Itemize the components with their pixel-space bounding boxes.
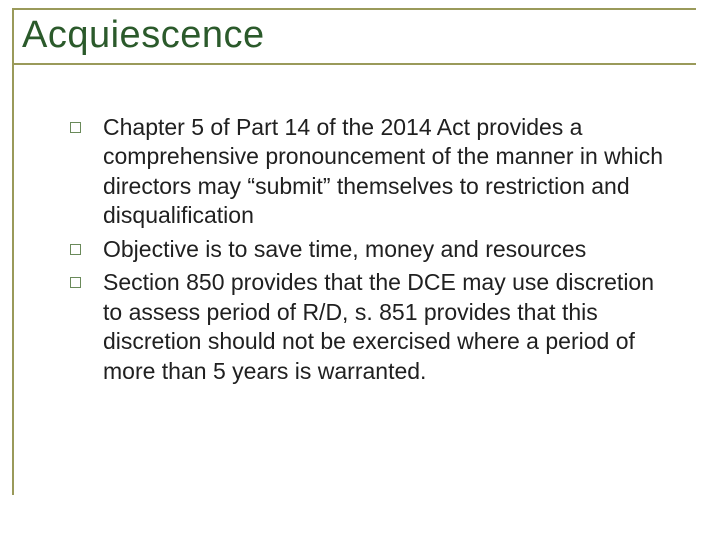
content-area: Chapter 5 of Part 14 of the 2014 Act pro…	[0, 65, 720, 386]
bullet-text: Chapter 5 of Part 14 of the 2014 Act pro…	[103, 113, 670, 231]
slide-title: Acquiescence	[22, 14, 720, 57]
bullet-text: Objective is to save time, money and res…	[103, 235, 586, 264]
slide-left-border	[12, 8, 14, 495]
bullet-icon	[70, 122, 81, 133]
slide: Acquiescence Chapter 5 of Part 14 of the…	[0, 0, 720, 540]
title-underline	[12, 63, 696, 65]
bullet-icon	[70, 277, 81, 288]
bullet-icon	[70, 244, 81, 255]
bullet-item: Section 850 provides that the DCE may us…	[70, 268, 670, 386]
bullet-item: Objective is to save time, money and res…	[70, 235, 670, 264]
title-top-border	[12, 8, 696, 10]
title-region: Acquiescence	[0, 0, 720, 65]
bullet-text: Section 850 provides that the DCE may us…	[103, 268, 670, 386]
bullet-item: Chapter 5 of Part 14 of the 2014 Act pro…	[70, 113, 670, 231]
